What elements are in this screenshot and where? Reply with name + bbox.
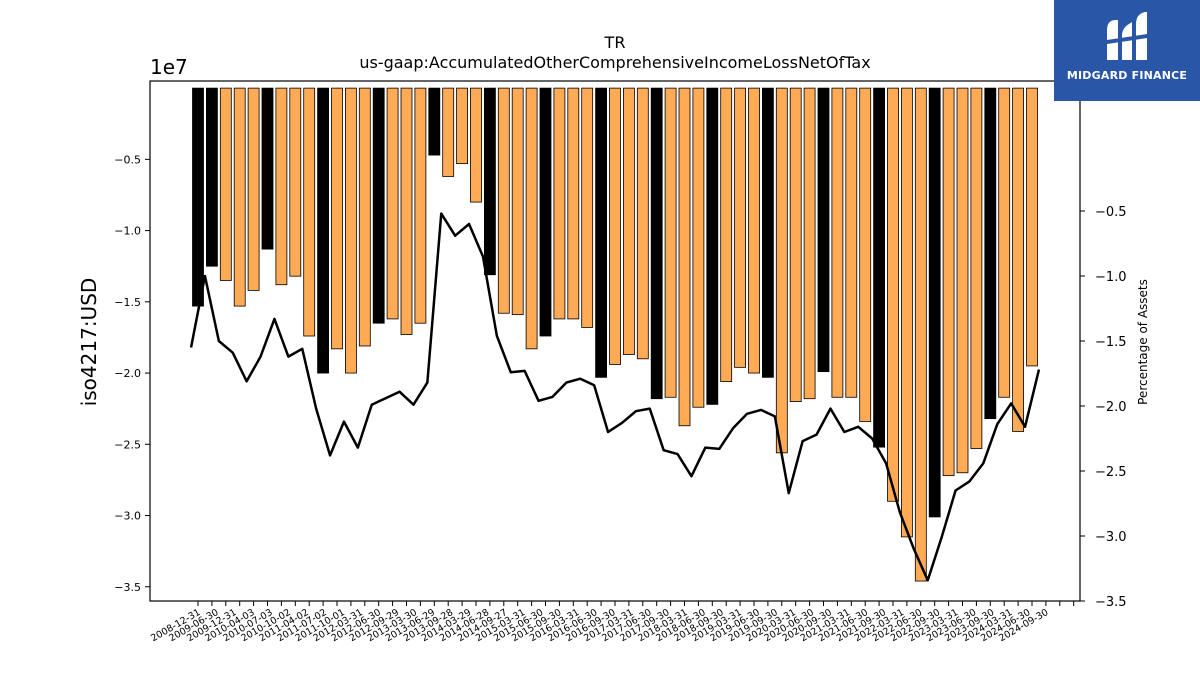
bar-quarterly (748, 87, 760, 374)
bar-quarterly (942, 87, 955, 477)
bar-quarterly (831, 87, 844, 398)
y2-tick-label: −0.5 (1095, 205, 1127, 220)
bar-annual (762, 87, 774, 378)
bar-annual (192, 87, 204, 307)
bar-quarterly (289, 87, 302, 277)
y-tick-label: −3.0 (114, 510, 141, 523)
bar-quarterly (581, 87, 594, 328)
y-tick-label: −2.0 (114, 367, 141, 380)
bar-quarterly (803, 87, 816, 400)
bar-quarterly (233, 87, 246, 307)
bar-quarterly (275, 87, 288, 286)
bar-quarterly (553, 87, 566, 320)
bar-annual (317, 87, 330, 374)
bar-quarterly (845, 87, 858, 398)
bar-annual (817, 87, 830, 373)
plot-area: −0.5 −1.0 −1.5 −2.0 −2.5 −3.0 −3.5 −0.5 −1.0 −1.5… (114, 80, 1127, 644)
y-tick-label: −0.5 (114, 153, 141, 166)
bar-quarterly (400, 87, 413, 335)
y2-tick-label: −3.0 (1095, 530, 1127, 545)
bar-quarterly (609, 87, 621, 365)
bar-quarterly (247, 87, 260, 291)
y2-axis-label: Percentage of Assets (1136, 279, 1150, 405)
bar-annual (372, 87, 385, 324)
bar-quarterly (344, 87, 357, 374)
midgard-logo-icon (1107, 12, 1147, 60)
bar-quarterly (720, 87, 733, 383)
bar-annual (595, 87, 607, 378)
bar-quarterly (497, 87, 510, 314)
bar-annual (650, 87, 663, 400)
y-tick-label: −2.5 (114, 438, 141, 451)
bar-quarterly (525, 87, 538, 350)
y2-tick-label: −1.0 (1095, 270, 1127, 285)
brand-name: MIDGARD FINANCE (1066, 69, 1188, 82)
bar-annual (928, 87, 941, 518)
bar-quarterly (859, 87, 872, 422)
bar-quarterly (511, 87, 524, 316)
bar-annual (205, 87, 218, 267)
chart-title: TR (604, 33, 626, 52)
bar-annual (539, 87, 552, 337)
bar-annual (984, 87, 997, 420)
bar-quarterly (970, 87, 983, 449)
bar-annual (261, 87, 274, 250)
bar-annual (873, 87, 885, 448)
bar-quarterly (887, 87, 899, 502)
bar-quarterly (664, 87, 677, 398)
bar-quarterly (775, 87, 788, 454)
bar-quarterly (219, 87, 232, 281)
bar-quarterly (456, 87, 469, 165)
bar-quarterly (567, 87, 580, 320)
bar-quarterly (734, 87, 746, 368)
bar-annual (706, 87, 719, 405)
bar-annual (428, 87, 441, 156)
bar-quarterly (623, 87, 635, 355)
y2-tick-label: −2.0 (1095, 400, 1127, 415)
bar-quarterly (901, 87, 913, 538)
bar-quarterly (331, 87, 343, 350)
brand-logo: MIDGARD FINANCE (1054, 0, 1200, 101)
bar-quarterly (386, 87, 399, 320)
bar-quarterly (414, 87, 427, 324)
bar-quarterly (442, 87, 455, 177)
bar-quarterly (956, 87, 969, 474)
chart-subtitle: us-gaap:AccumulatedOtherComprehensiveInc… (359, 53, 870, 72)
bar-quarterly (1026, 87, 1038, 367)
y-tick-label: −1.5 (114, 296, 141, 309)
bar-quarterly (470, 87, 482, 203)
bar-quarterly (303, 87, 316, 337)
bar-quarterly (358, 87, 371, 347)
bar-quarterly (678, 87, 691, 427)
bar-annual (483, 87, 496, 276)
bar-quarterly (914, 87, 927, 582)
bar-quarterly (636, 87, 649, 360)
bar-quarterly (1012, 87, 1024, 432)
bar-quarterly (998, 87, 1011, 398)
y2-tick-label: −2.5 (1095, 465, 1127, 480)
y2-tick-label: −3.5 (1095, 595, 1127, 610)
y-offset-label: 1e7 (150, 55, 188, 79)
y-tick-label: −3.5 (114, 581, 141, 594)
bar-quarterly (789, 87, 802, 402)
y2-tick-label: −1.5 (1095, 335, 1127, 350)
y-tick-label: −1.0 (114, 225, 141, 238)
bar-quarterly (692, 87, 705, 408)
percentage-line (189, 212, 1041, 582)
y-axis-label: iso4217:USD (77, 278, 101, 407)
